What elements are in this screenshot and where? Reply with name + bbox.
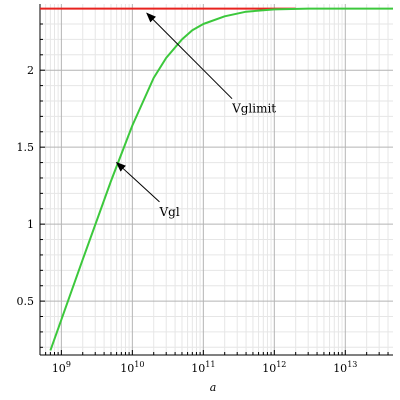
x-tick-label: 109	[52, 360, 71, 375]
annotation-arrow-vgl	[115, 161, 160, 203]
axes	[39, 4, 393, 356]
series-vgl-line	[49, 7, 393, 351]
y-tick-label: 1.5	[17, 141, 35, 154]
x-tick-label: 1012	[262, 360, 286, 375]
y-tick-label: 2	[27, 64, 34, 77]
plot-area	[40, 7, 393, 351]
annotation-label-vglimit: Vglimit	[231, 102, 276, 116]
annotation-arrow-vglimit	[146, 12, 233, 100]
x-tick-label: 1010	[120, 360, 144, 375]
annotation-label-vgl: Vgl	[159, 205, 180, 219]
y-tick-label: 0.5	[17, 295, 35, 308]
minor-grid	[40, 4, 393, 355]
x-tick-label: 1011	[191, 360, 215, 375]
tick-labels: 0.5 1 1.5 2 109 1010 1011 1012 1013	[17, 64, 358, 375]
y-tick-label: 1	[27, 218, 34, 231]
x-tick-label: 1013	[333, 360, 357, 375]
major-grid	[40, 4, 393, 355]
x-axis-label: a	[210, 381, 217, 394]
annotations: Vglimit Vgl	[115, 12, 276, 219]
